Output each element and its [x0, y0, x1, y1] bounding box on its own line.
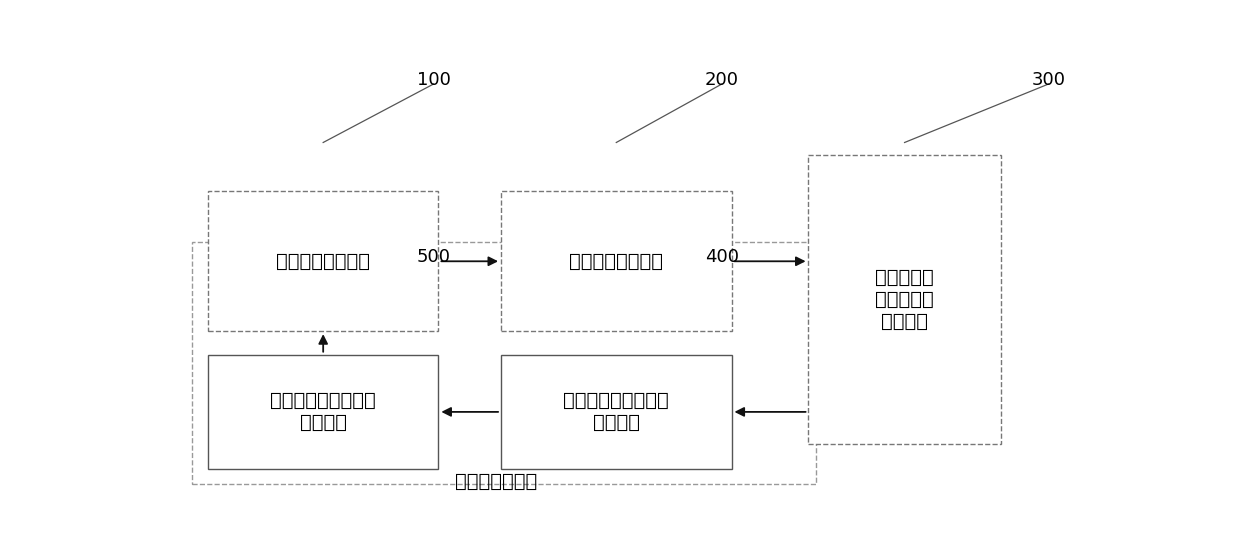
Text: 模拟信号调理模块: 模拟信号调理模块	[569, 252, 663, 271]
Text: 采样、数字
信号处理和
控制模块: 采样、数字 信号处理和 控制模块	[875, 268, 934, 331]
Bar	[808, 155, 1001, 444]
Bar	[191, 242, 816, 484]
Text: 热释电红外传感器: 热释电红外传感器	[277, 252, 371, 271]
Bar	[208, 191, 439, 331]
Text: 燕尾槽平移机构的电
气执行器: 燕尾槽平移机构的电 气执行器	[563, 391, 670, 433]
Bar	[501, 355, 732, 469]
Text: 400: 400	[706, 248, 739, 266]
Text: 燕尾槽平移机构的机
械执行器: 燕尾槽平移机构的机 械执行器	[270, 391, 376, 433]
Text: 200: 200	[706, 71, 739, 89]
Text: 500: 500	[417, 248, 450, 266]
Text: 300: 300	[1032, 71, 1065, 89]
Bar	[208, 355, 439, 469]
Text: 燕尾槽平移机构: 燕尾槽平移机构	[455, 472, 537, 490]
Text: 100: 100	[417, 71, 450, 89]
Bar	[501, 191, 732, 331]
